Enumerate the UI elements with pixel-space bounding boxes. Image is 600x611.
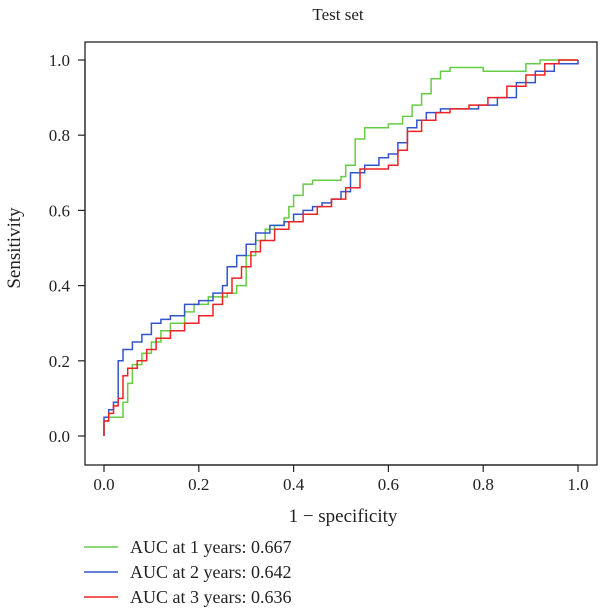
legend: AUC at 1 years: 0.667 AUC at 2 years: 0.6… xyxy=(84,537,291,607)
x-tick-label: 0.8 xyxy=(473,475,494,494)
x-axis: 0.0 0.2 0.4 0.6 0.8 1.0 xyxy=(93,464,589,494)
series-line-2 xyxy=(103,60,579,436)
legend-label-3: AUC at 3 years: 0.636 xyxy=(130,587,291,607)
series-layer xyxy=(103,59,579,436)
y-tick-label: 0.4 xyxy=(49,277,71,296)
plot-frame xyxy=(84,41,598,466)
series-line-1 xyxy=(103,59,578,436)
y-axis-label: Sensitivity xyxy=(4,207,25,289)
x-tick-label: 0.4 xyxy=(283,475,305,494)
x-tick-label: 0.6 xyxy=(378,475,399,494)
x-tick-label: 0.0 xyxy=(93,475,114,494)
y-tick-label: 0.2 xyxy=(49,352,70,371)
legend-label-1: AUC at 1 years: 0.667 xyxy=(130,537,291,557)
y-tick-label: 1.0 xyxy=(49,51,70,70)
y-tick-label: 0.6 xyxy=(49,201,70,220)
x-axis-label: 1 − specificity xyxy=(289,506,398,527)
y-tick-label: 0.8 xyxy=(49,126,70,145)
chart-title: Test set xyxy=(312,5,363,24)
series-line-3 xyxy=(103,59,578,436)
legend-label-2: AUC at 2 years: 0.642 xyxy=(130,562,291,582)
x-tick-label: 1.0 xyxy=(567,475,588,494)
y-tick-label: 0.0 xyxy=(49,427,70,446)
y-axis: 0.0 0.2 0.4 0.6 0.8 1.0 xyxy=(49,51,86,446)
x-tick-label: 0.2 xyxy=(188,475,209,494)
